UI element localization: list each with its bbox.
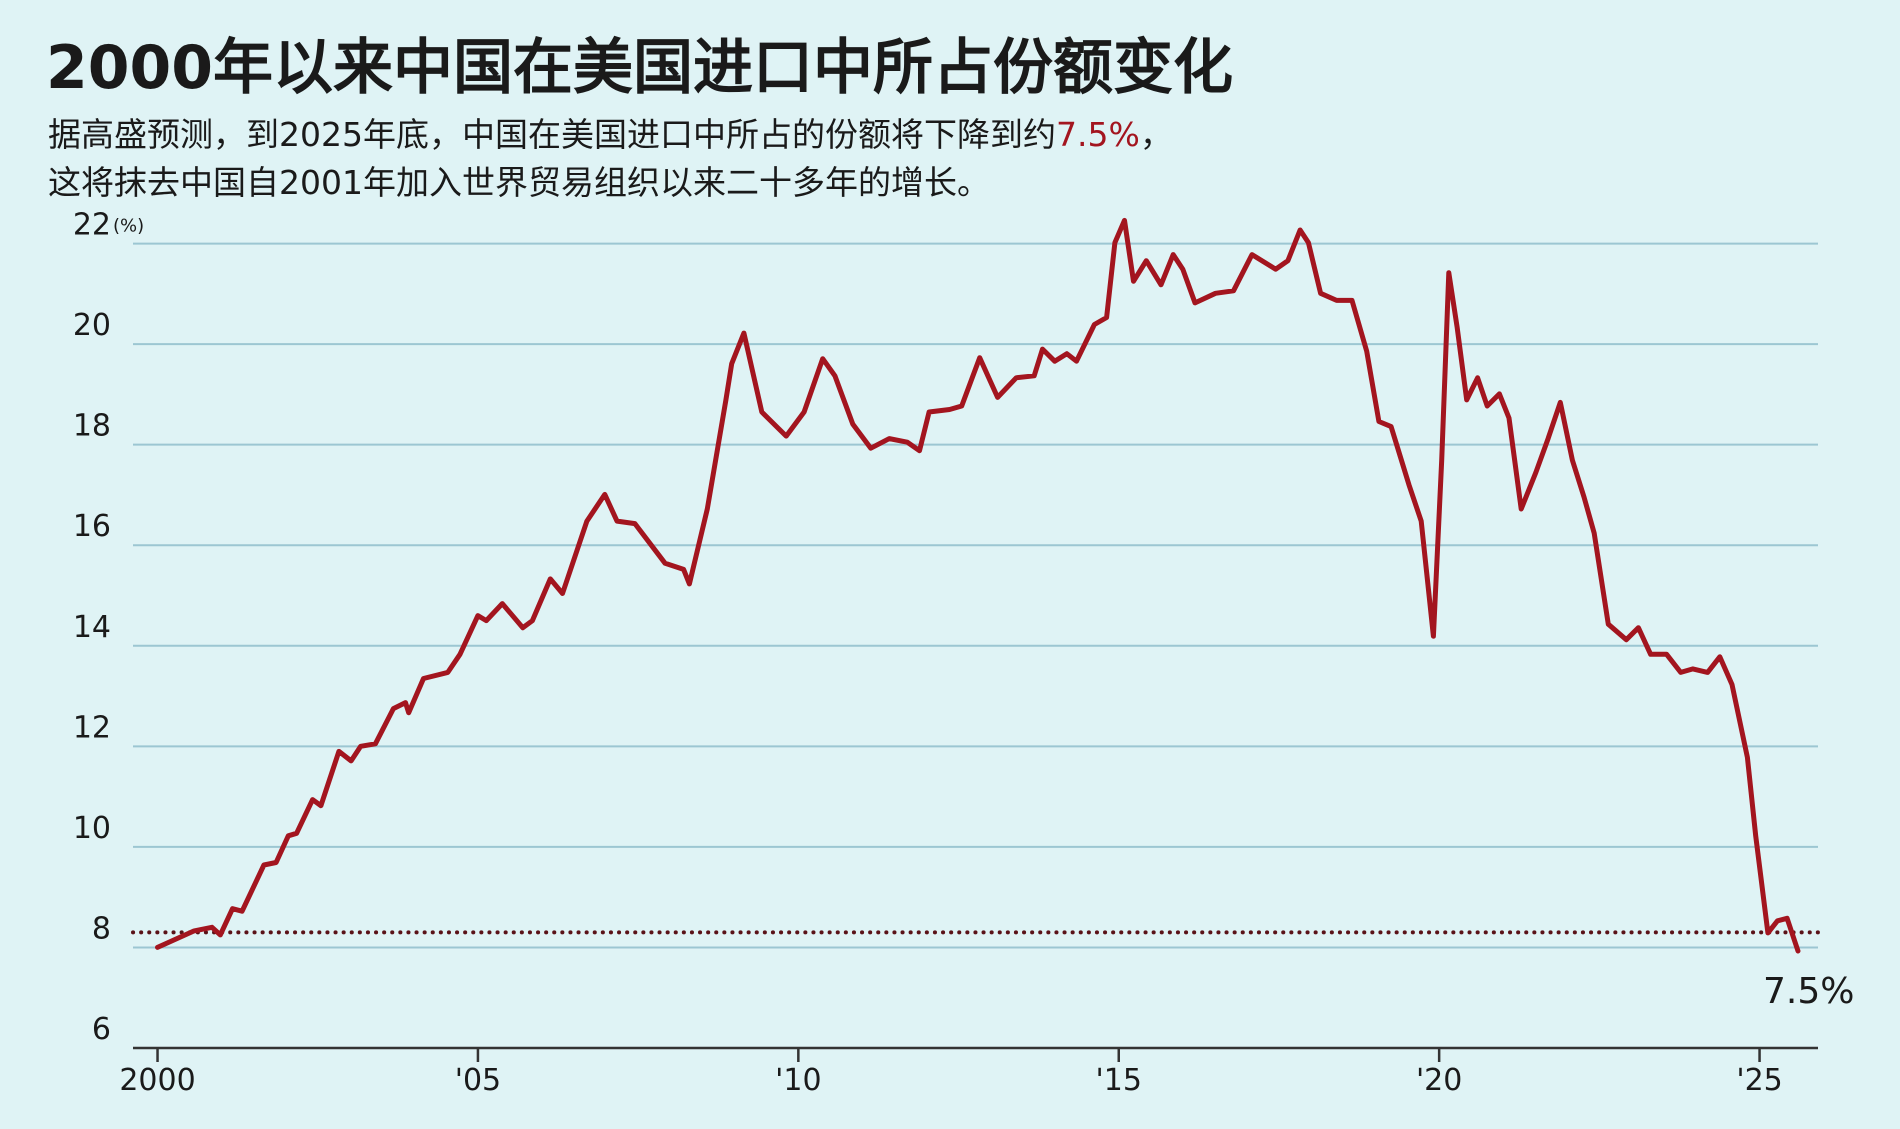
subtitle-highlight: 7.5% <box>1056 115 1140 154</box>
y-tick-label: 12 <box>73 710 111 745</box>
y-tick-label: 10 <box>73 811 111 846</box>
subtitle-text: ， <box>1140 115 1173 154</box>
y-tick-label: 18 <box>73 409 111 444</box>
y-tick-label: 14 <box>73 610 111 645</box>
y-unit: (%) <box>113 216 144 237</box>
x-tick-label: '15 <box>1096 1063 1142 1098</box>
subtitle: 这将抹去中国自2001年加入世界贸易组织以来二十多年的增长。 <box>48 163 990 202</box>
y-tick-label: 8 <box>92 911 111 946</box>
annotation: 7.5% <box>1763 971 1854 1012</box>
subtitle-text: 据高盛预测，到2025年底，中国在美国进口中所占的份额将下降到约 <box>48 115 1056 154</box>
x-tick-label: '20 <box>1416 1063 1462 1098</box>
x-tick-label: '10 <box>775 1063 821 1098</box>
x-tick-label: '05 <box>455 1063 501 1098</box>
y-tick-label: 6 <box>92 1012 111 1047</box>
x-tick-label: 2000 <box>119 1063 195 1098</box>
y-tick-label: 16 <box>73 509 111 544</box>
data-line <box>155 217 1801 954</box>
subtitle: 据高盛预测，到2025年底，中国在美国进口中所占的份额将下降到约7.5%， <box>48 115 1173 154</box>
x-tick-label: '25 <box>1736 1063 1782 1098</box>
y-tick-label: 20 <box>73 308 111 343</box>
y-tick-label: 22 <box>73 208 111 243</box>
chart-title: 2000年以来中国在美国进口中所占份额变化 <box>46 33 1233 103</box>
